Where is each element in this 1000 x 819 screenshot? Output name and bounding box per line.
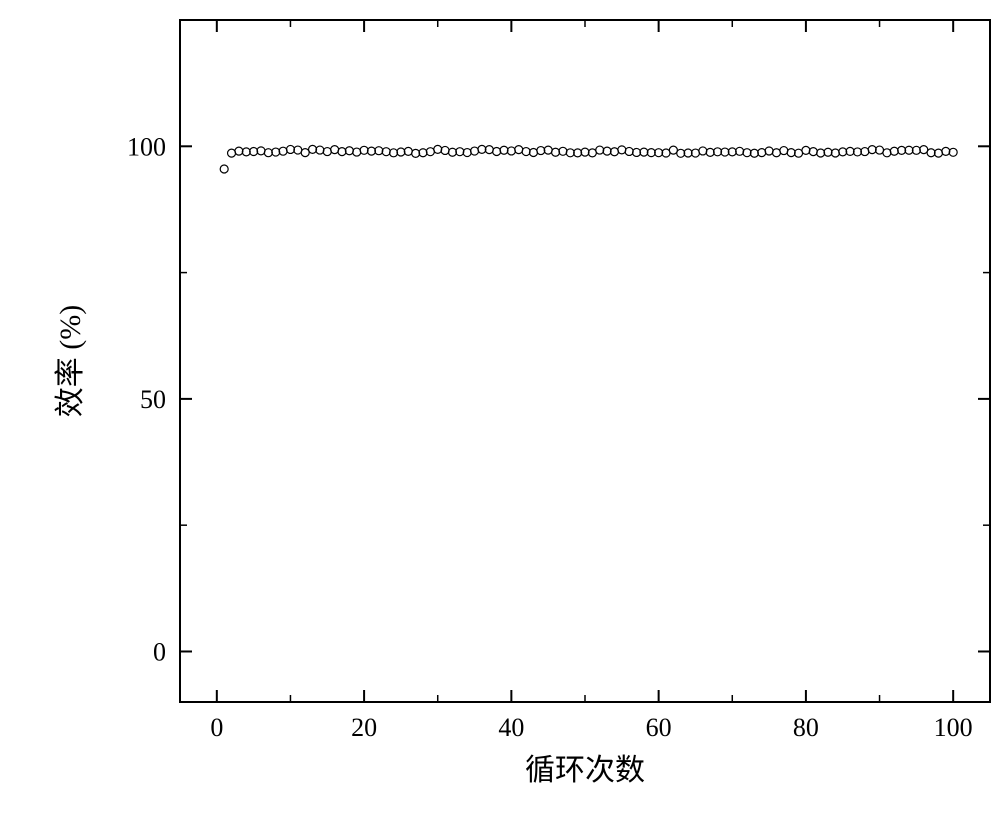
data-point [345,147,353,155]
data-point [831,149,839,157]
data-point [699,147,707,155]
y-tick-label: 100 [127,132,166,161]
data-point [493,147,501,155]
x-tick-label: 20 [351,713,377,742]
data-point [257,147,265,155]
data-point [235,147,243,155]
data-point [758,149,766,157]
data-point [750,149,758,157]
data-series [220,145,957,173]
data-point [522,148,530,156]
y-axis-title: 效率 (%) [54,305,87,417]
y-tick-label: 50 [140,385,166,414]
data-point [883,149,891,157]
data-point [802,146,810,154]
plot-frame [180,20,990,702]
data-point [286,145,294,153]
x-tick-label: 0 [210,713,223,742]
data-point [228,149,236,157]
data-point [618,146,626,154]
data-point [515,146,523,154]
chart-svg: 0 20 40 60 80 100 循环次数 0 50 100 效率 (%) [0,0,1000,819]
data-point [390,149,398,157]
data-point [272,148,280,156]
data-point [220,165,228,173]
data-point [942,147,950,155]
data-point [500,146,508,154]
data-point [397,148,405,156]
data-point [412,149,420,157]
data-point [552,148,560,156]
data-point [309,145,317,153]
data-point [471,147,479,155]
data-point [338,148,346,156]
data-point [382,148,390,156]
data-point [706,148,714,156]
data-point [264,149,272,157]
x-tick-label: 60 [646,713,672,742]
data-point [817,149,825,157]
data-point [441,146,449,154]
data-point [279,147,287,155]
x-axis-title: 循环次数 [525,754,645,787]
x-tick-label: 100 [934,713,973,742]
data-point [581,148,589,156]
y-tick-label: 0 [153,637,166,666]
data-point [765,147,773,155]
data-point [596,146,604,154]
data-point [529,148,537,156]
data-point [559,147,567,155]
data-point [331,146,339,154]
data-point [772,149,780,157]
x-tick-label: 80 [793,713,819,742]
data-point [610,148,618,156]
data-point [824,148,832,156]
data-point [603,147,611,155]
data-point [316,146,324,154]
data-point [353,148,361,156]
data-point [743,149,751,157]
data-point [949,148,957,156]
chart-container: 0 20 40 60 80 100 循环次数 0 50 100 效率 (%) [0,0,1000,819]
data-point [890,147,898,155]
x-tick-label: 40 [498,713,524,742]
data-point [323,148,331,156]
data-point [434,145,442,153]
data-point [463,149,471,157]
data-point [809,148,817,156]
data-point [625,147,633,155]
data-point [507,147,515,155]
data-point [360,146,368,154]
data-point [404,147,412,155]
data-point [419,149,427,157]
data-point [780,147,788,155]
